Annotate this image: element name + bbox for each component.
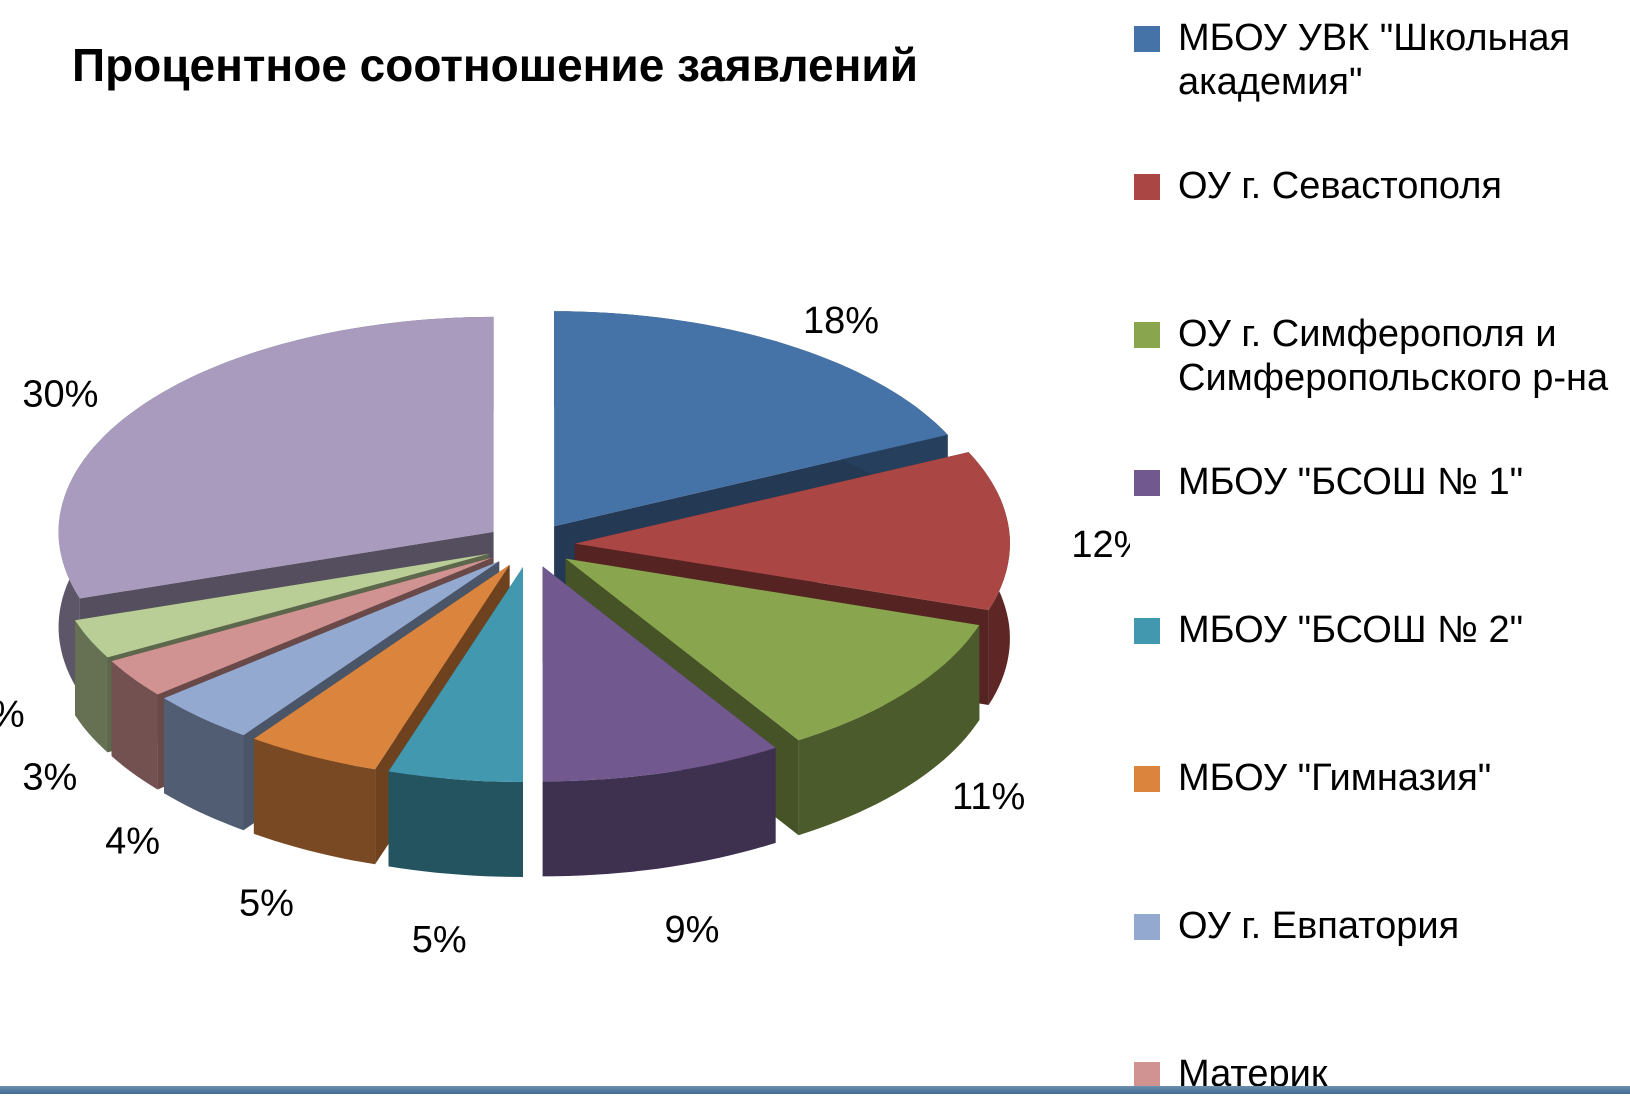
legend-swatch <box>1134 618 1160 644</box>
legend-item: МБОУ "БСОШ № 2" <box>1134 608 1624 652</box>
legend-swatch <box>1134 470 1160 496</box>
slice-top <box>58 316 494 599</box>
legend-item: МБОУ "Гимназия" <box>1134 756 1624 800</box>
data-label: 30% <box>22 373 98 415</box>
slice-wall <box>388 771 523 877</box>
legend-label: ОУ г. Симферополя и Симферопольского р-н… <box>1178 313 1609 399</box>
slice <box>542 566 776 877</box>
legend-item: ОУ г. Симферополя и Симферопольского р-н… <box>1134 312 1624 400</box>
slice-top <box>565 558 980 741</box>
data-label: 11% <box>952 776 1025 818</box>
slice-top <box>111 557 493 695</box>
legend-label: МБОУ "БСОШ № 2" <box>1178 609 1524 651</box>
data-label: 18% <box>803 300 879 342</box>
chart: 18% 12% 11% 9% 5% 5% 4% 3% 3% 30% <box>0 300 1130 961</box>
slice-wall <box>253 738 376 865</box>
data-label: 4% <box>105 820 160 862</box>
legend-label: МБОУ УВК "Школьная академия" <box>1178 17 1571 103</box>
slice-top <box>554 311 948 527</box>
legend-swatch <box>1134 322 1160 348</box>
legend-swatch <box>1134 914 1160 940</box>
legend-swatch <box>1134 1062 1160 1088</box>
slice-wall <box>542 747 776 877</box>
slice-top <box>388 567 523 782</box>
data-label: 5% <box>239 882 294 924</box>
slice-top <box>75 553 489 658</box>
data-label: 12% <box>1071 524 1130 566</box>
legend-label: ОУ г. Севастополя <box>1178 165 1502 207</box>
legend-swatch <box>1134 766 1160 792</box>
bottom-bar <box>0 1086 1630 1094</box>
legend-swatch <box>1134 174 1160 200</box>
legend-label: ОУ г. Евпатория <box>1178 905 1460 947</box>
legend-item: ОУ г. Севастополя <box>1134 164 1624 208</box>
slice-wall <box>75 620 108 753</box>
legend-swatch <box>1134 26 1160 52</box>
chart-title: Процентное соотношение заявлений <box>72 39 918 91</box>
legend-label: МБОУ "БСОШ № 1" <box>1178 461 1524 503</box>
legend-item: МБОУ "БСОШ № 1" <box>1134 460 1624 504</box>
data-label: 3% <box>22 757 77 799</box>
legend-item: ОУ г. Евпатория <box>1134 904 1624 948</box>
slice-top <box>574 452 1010 610</box>
slice-wall <box>164 698 244 831</box>
slice-side <box>164 561 500 794</box>
slice-wall <box>798 625 980 836</box>
data-label: 5% <box>412 919 467 961</box>
slice-top <box>164 561 500 736</box>
slice-top <box>542 566 776 782</box>
slice <box>388 567 523 877</box>
slice-wall <box>111 661 158 790</box>
slice-top <box>253 564 510 770</box>
legend-item: МБОУ УВК "Школьная академия" <box>1134 16 1624 104</box>
legend-label: МБОУ "Гимназия" <box>1178 757 1492 799</box>
data-label: 3% <box>0 694 25 736</box>
data-label: 9% <box>664 909 719 951</box>
